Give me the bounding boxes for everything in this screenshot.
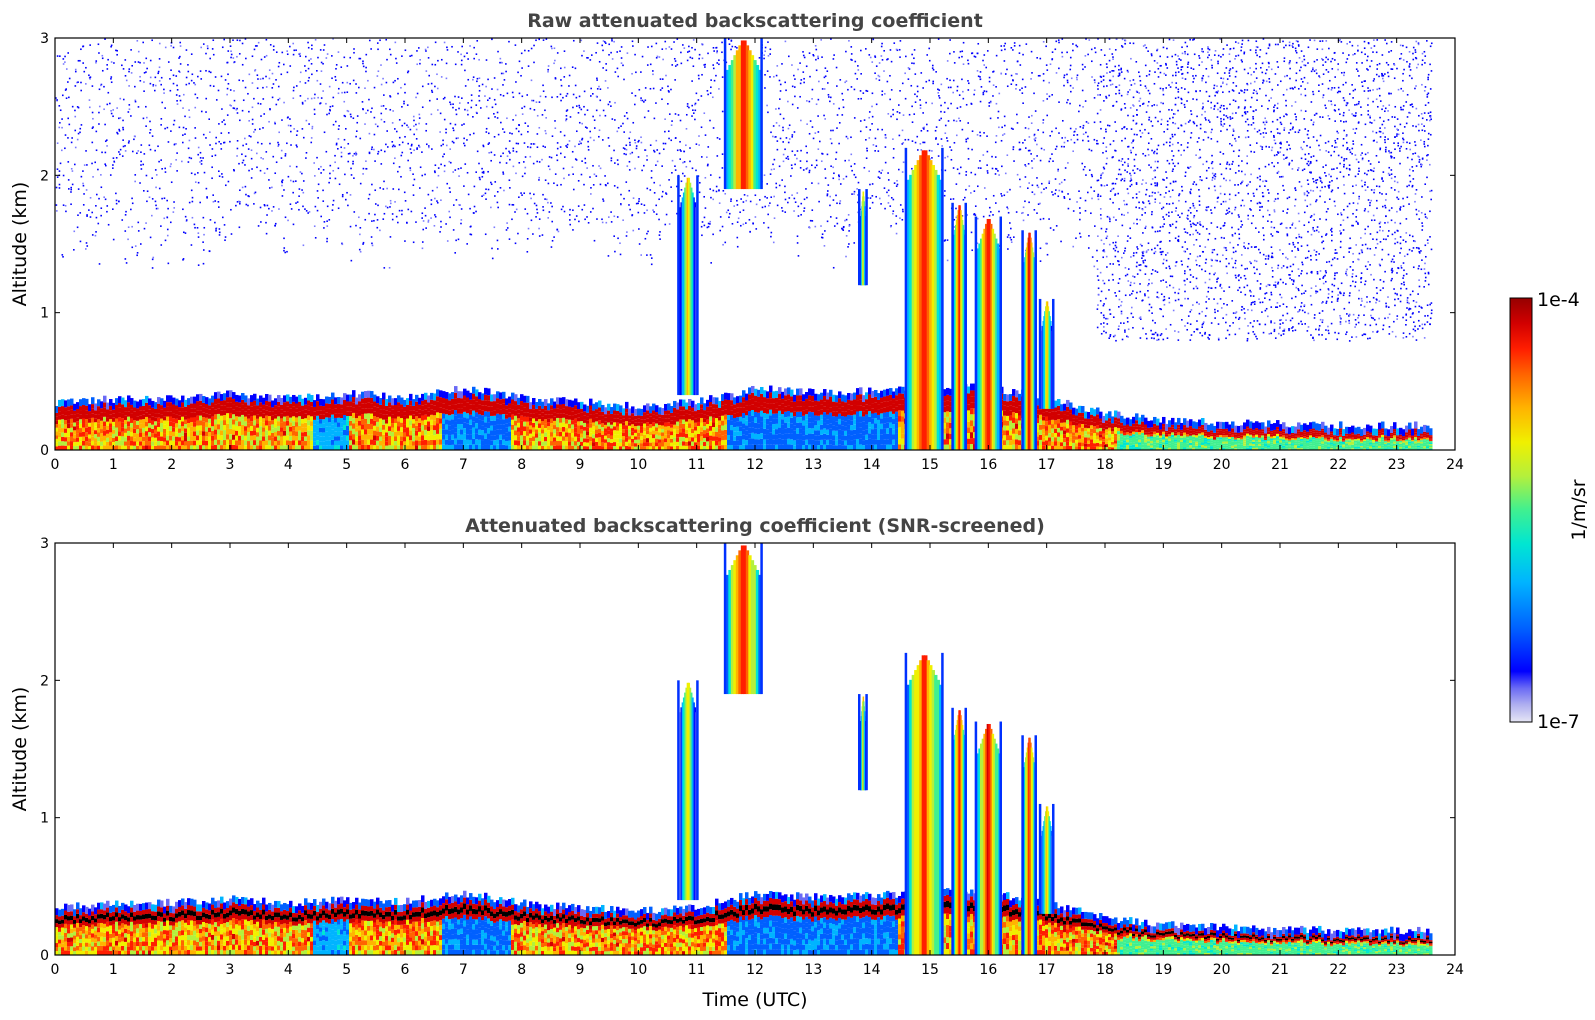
x-tick-label: 24 <box>1446 962 1464 978</box>
x-tick-label: 15 <box>921 457 939 473</box>
x-tick-label: 11 <box>688 962 706 978</box>
x-tick-label: 3 <box>226 457 235 473</box>
x-tick-label: 23 <box>1388 962 1406 978</box>
x-tick-label: 18 <box>1096 457 1114 473</box>
raw-backscatter-heatmap <box>55 38 1433 450</box>
snr-backscatter-heatmap <box>55 543 1433 955</box>
x-tick-label: 1 <box>109 962 118 978</box>
x-tick-label: 0 <box>51 457 60 473</box>
x-tick-label: 7 <box>459 962 468 978</box>
y-tick-label: 0 <box>40 948 49 964</box>
snr-x-ticks: 0 1 2 3 4 5 6 7 8 9 10 11 12 13 14 15 16 17 18 19 20 21 22 23 24 <box>51 543 1464 978</box>
x-tick-label: 16 <box>979 457 997 473</box>
snr-y-ticks: 0 1 2 3 <box>40 536 1455 964</box>
raw-y-ticks: 0 1 2 3 <box>40 31 1455 459</box>
x-tick-label: 9 <box>576 457 585 473</box>
x-tick-label: 19 <box>1154 457 1172 473</box>
x-tick-label: 7 <box>459 457 468 473</box>
y-tick-label: 0 <box>40 443 49 459</box>
x-tick-label: 16 <box>979 962 997 978</box>
x-tick-label: 17 <box>1038 962 1056 978</box>
x-tick-label: 8 <box>517 457 526 473</box>
x-tick-label: 24 <box>1446 457 1464 473</box>
x-tick-label: 11 <box>688 457 706 473</box>
y-tick-label: 3 <box>40 31 49 47</box>
x-tick-label: 0 <box>51 962 60 978</box>
colorbar: 1e-4 1e-7 1/m/sr <box>1509 289 1590 733</box>
y-tick-label: 1 <box>40 306 49 322</box>
x-tick-label: 4 <box>284 457 293 473</box>
raw-panel-title: Raw attenuated backscattering coefficien… <box>527 10 983 32</box>
colorbar-unit-label: 1/m/sr <box>1568 479 1590 540</box>
x-tick-label: 1 <box>109 457 118 473</box>
x-tick-label: 9 <box>576 962 585 978</box>
x-tick-label: 12 <box>746 457 764 473</box>
x-tick-label: 10 <box>629 457 647 473</box>
x-tick-label: 22 <box>1329 457 1347 473</box>
snr-panel-title: Attenuated backscattering coefficient (S… <box>465 515 1045 537</box>
x-tick-label: 17 <box>1038 457 1056 473</box>
x-tick-label: 10 <box>629 962 647 978</box>
raw-x-ticks: 0 1 2 3 4 5 6 7 8 9 10 11 12 13 14 15 16 17 18 19 20 21 22 23 24 <box>51 38 1464 473</box>
x-tick-label: 14 <box>863 457 881 473</box>
snr-screened-panel: Attenuated backscattering coefficient (S… <box>9 515 1464 1011</box>
x-tick-label: 4 <box>284 962 293 978</box>
y-tick-label: 1 <box>40 811 49 827</box>
x-tick-label: 6 <box>401 962 410 978</box>
x-tick-label: 3 <box>226 962 235 978</box>
x-tick-label: 21 <box>1271 457 1289 473</box>
x-tick-label: 20 <box>1213 962 1231 978</box>
colorbar-min-label: 1e-7 <box>1537 711 1580 733</box>
x-tick-label: 5 <box>342 457 351 473</box>
raw-y-axis-label: Altitude (km) <box>9 182 31 307</box>
x-tick-label: 15 <box>921 962 939 978</box>
x-tick-label: 6 <box>401 457 410 473</box>
raw-backscatter-panel: Raw attenuated backscattering coefficien… <box>9 10 1464 473</box>
y-tick-label: 2 <box>40 673 49 689</box>
x-tick-label: 2 <box>167 962 176 978</box>
x-tick-label: 8 <box>517 962 526 978</box>
colorbar-max-label: 1e-4 <box>1537 289 1580 311</box>
x-tick-label: 13 <box>804 962 822 978</box>
x-tick-label: 20 <box>1213 457 1231 473</box>
x-tick-label: 14 <box>863 962 881 978</box>
x-tick-label: 19 <box>1154 962 1172 978</box>
y-tick-label: 3 <box>40 536 49 552</box>
y-tick-label: 2 <box>40 168 49 184</box>
x-tick-label: 18 <box>1096 962 1114 978</box>
x-tick-label: 22 <box>1329 962 1347 978</box>
colorbar-gradient <box>1509 297 1533 723</box>
x-tick-label: 2 <box>167 457 176 473</box>
snr-y-axis-label: Altitude (km) <box>9 687 31 812</box>
x-tick-label: 13 <box>804 457 822 473</box>
x-tick-label: 5 <box>342 962 351 978</box>
x-axis-label: Time (UTC) <box>701 989 807 1011</box>
x-tick-label: 21 <box>1271 962 1289 978</box>
x-tick-label: 23 <box>1388 457 1406 473</box>
x-tick-label: 12 <box>746 962 764 978</box>
